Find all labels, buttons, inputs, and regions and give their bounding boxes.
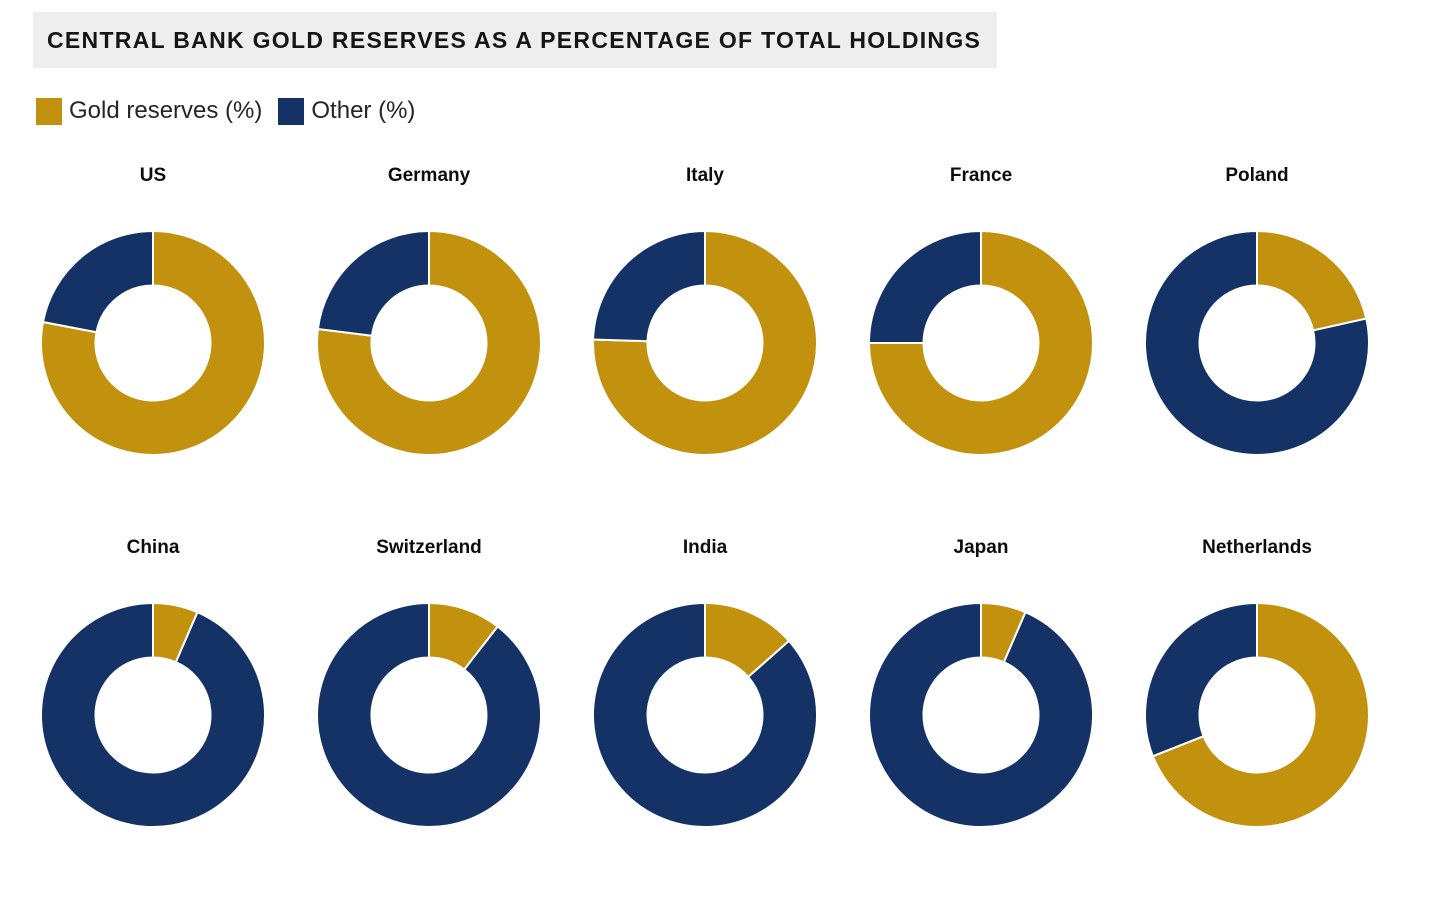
italy-other-slice	[592, 230, 706, 343]
us-gold-reserves-slice	[40, 230, 266, 456]
chart-label-china: China	[126, 537, 180, 558]
donut-italy	[592, 230, 818, 456]
chart-cell-japan: Japan	[843, 536, 1119, 828]
donut-india	[592, 602, 818, 828]
netherlands-gold-reserves-slice	[1151, 602, 1370, 828]
legend-label-gold-reserves: Gold reserves (%)	[69, 97, 263, 124]
donut-japan	[868, 602, 1094, 828]
chart-cell-germany: Germany	[291, 164, 567, 456]
donut-netherlands	[1144, 602, 1370, 828]
chart-cell-italy: Italy	[567, 164, 843, 456]
chart-cell-china: China	[15, 536, 291, 828]
poland-other-slice	[1144, 230, 1370, 456]
france-gold-reserves-slice	[868, 230, 1094, 456]
germany-gold-reserves-slice	[316, 230, 542, 456]
chart-cell-france: France	[843, 164, 1119, 456]
legend-item-gold-reserves: Gold reserves (%)	[36, 97, 262, 125]
legend-item-other: Other (%)	[278, 97, 415, 125]
donut-germany	[316, 230, 542, 456]
chart-label-germany: Germany	[387, 165, 471, 186]
donut-china	[40, 602, 266, 828]
legend: Gold reserves (%) Other (%)	[36, 96, 1456, 126]
other-swatch-icon	[278, 97, 305, 125]
china-other-slice	[40, 602, 266, 828]
netherlands-other-slice	[1144, 602, 1258, 758]
us-other-slice	[41, 230, 154, 334]
poland-gold-reserves-slice	[1256, 230, 1368, 332]
donut-poland	[1144, 230, 1370, 456]
chart-cell-switzerland: Switzerland	[291, 536, 567, 828]
germany-other-slice	[316, 230, 430, 337]
chart-label-us: US	[139, 165, 167, 186]
chart-title: CENTRAL BANK GOLD RESERVES AS A PERCENTA…	[33, 12, 998, 68]
chart-label-japan: Japan	[953, 537, 1009, 558]
chart-cell-netherlands: Netherlands	[1119, 536, 1395, 828]
chart-label-netherlands: Netherlands	[1202, 537, 1312, 558]
chart-label-switzerland: Switzerland	[376, 537, 482, 558]
india-other-slice	[592, 602, 818, 828]
donut-grid: US Germany Italy France Poland China Switzerla…	[15, 164, 1456, 828]
gold-reserves-swatch-icon	[36, 97, 62, 125]
chart-label-italy: Italy	[685, 165, 725, 186]
chart-cell-poland: Poland	[1119, 164, 1395, 456]
chart-label-poland: Poland	[1225, 165, 1289, 186]
donut-switzerland	[316, 602, 542, 828]
chart-label-india: India	[682, 537, 728, 558]
chart-cell-us: US	[15, 164, 291, 456]
japan-other-slice	[868, 602, 1094, 828]
chart-label-france: France	[949, 165, 1013, 186]
switzerland-other-slice	[316, 602, 542, 828]
legend-label-other: Other (%)	[311, 97, 416, 124]
donut-us	[40, 230, 266, 456]
france-other-slice	[868, 230, 982, 344]
chart-cell-india: India	[567, 536, 843, 828]
italy-gold-reserves-slice	[592, 230, 818, 456]
donut-france	[868, 230, 1094, 456]
